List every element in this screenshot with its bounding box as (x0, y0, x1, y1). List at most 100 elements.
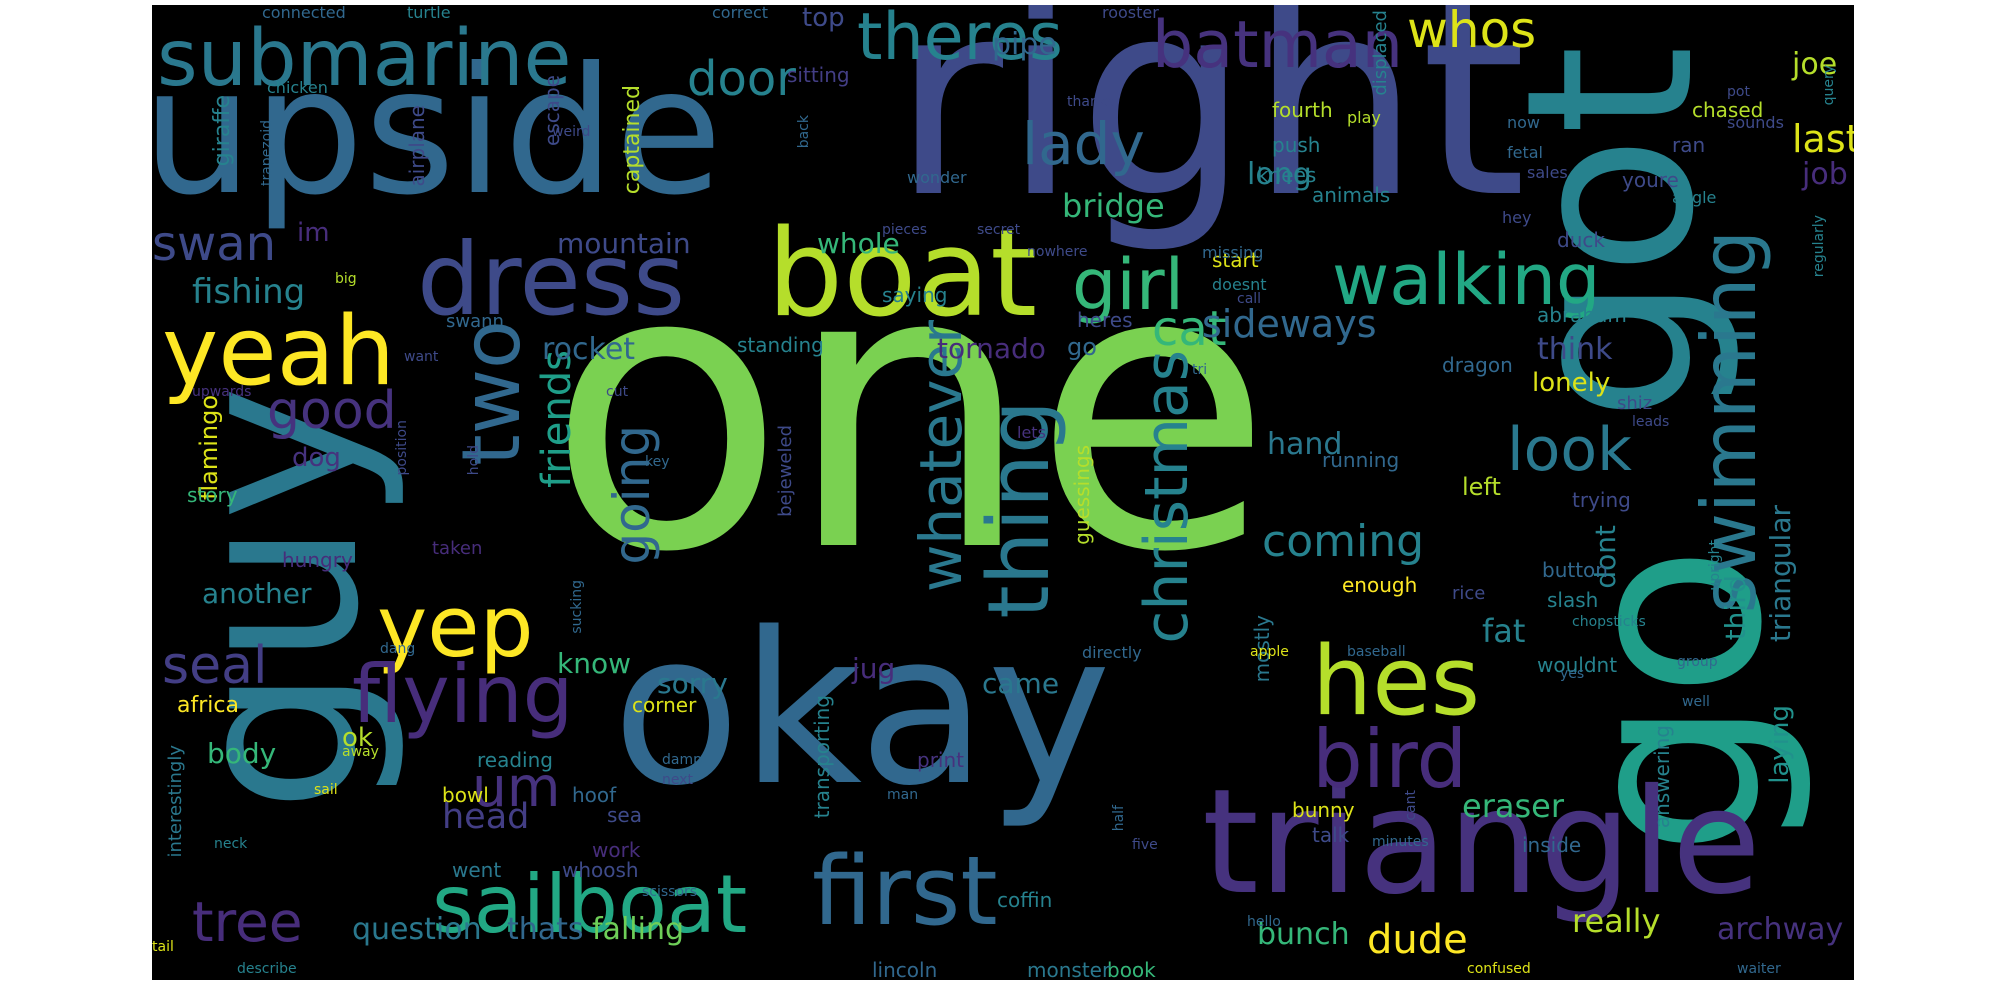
word-pot: pot (1727, 84, 1750, 100)
word-door: door (687, 51, 796, 107)
word-book: book (1107, 958, 1156, 980)
word-play: play (1347, 108, 1381, 127)
word-connected: connected (262, 5, 346, 22)
word-position: position (394, 420, 410, 476)
word-job: job (1802, 157, 1848, 192)
word-go: go (1067, 333, 1097, 361)
word-slash: slash (1547, 588, 1599, 612)
word-girl: girl (1072, 244, 1185, 326)
word-now: now (1507, 113, 1541, 132)
word-next: next (662, 772, 694, 788)
word-theres: theres (857, 5, 1063, 75)
word-sail: sail (314, 782, 338, 798)
word-left: left (1462, 473, 1501, 501)
word-confused: confused (1467, 961, 1531, 977)
word-whos: whos (1407, 5, 1537, 59)
word-body: body (207, 737, 277, 770)
word-big: big (335, 271, 357, 287)
word-work: work (592, 838, 641, 862)
word-upwards: upwards (192, 384, 252, 400)
word-five: five (1132, 837, 1158, 853)
word-nowhere: nowhere (1027, 244, 1088, 260)
word-story: story (187, 483, 238, 507)
word-rice: rice (1452, 583, 1486, 604)
word-bejeweled: bejeweled (775, 425, 796, 517)
word-leads: leads (1632, 414, 1670, 430)
word-joe: joe (1792, 47, 1838, 82)
word-sea: sea (607, 803, 642, 827)
word-swan: swan (152, 216, 277, 272)
word-think: think (1537, 332, 1613, 367)
word-animals: animals (1312, 183, 1391, 207)
word-dude: dude (1367, 917, 1468, 963)
word-look: look (1507, 415, 1632, 485)
word-laying: laying (1765, 705, 1795, 784)
word-describe: describe (237, 961, 297, 977)
word-thanks: thanks (1067, 94, 1115, 110)
word-button: button (1542, 558, 1608, 582)
word-batman: batman (1152, 8, 1403, 83)
word-sideways: sideways (1202, 302, 1377, 346)
word-minutes: minutes (1372, 834, 1429, 850)
word-flying: flying (352, 648, 574, 741)
word-bridge: bridge (1062, 187, 1165, 225)
word-interestingly: interestingly (165, 745, 186, 858)
word-apple: apple (1250, 644, 1289, 660)
word-angle: angle (1672, 188, 1717, 207)
word-tri: tri (1192, 362, 1208, 378)
word-back: back (796, 115, 812, 149)
word-away: away (342, 744, 379, 760)
word-coming: coming (1262, 516, 1425, 567)
word-want: want (404, 349, 439, 365)
word-push: push (1272, 133, 1321, 157)
word-pieces: pieces (882, 222, 927, 238)
word-hoof: hoof (572, 783, 617, 807)
word-whole: whole (817, 227, 900, 260)
word-bunny: bunny (1292, 798, 1355, 822)
word-yep: yep (377, 578, 534, 677)
word-missing: missing (1202, 243, 1264, 262)
word-lady: lady (1022, 110, 1145, 178)
word-doesnt: doesnt (1212, 275, 1267, 294)
word-man: man (887, 787, 919, 803)
word-neck: neck (214, 836, 248, 852)
word-thats: thats (507, 912, 584, 947)
word-last: last (1792, 117, 1854, 161)
word-cut: cut (606, 384, 629, 400)
word-dog: dog (292, 443, 341, 473)
word-shiz: shiz (1617, 393, 1653, 414)
word-directly: directly (1082, 643, 1142, 662)
word-ok: ok (342, 723, 373, 753)
word-wonder: wonder (907, 168, 967, 187)
word-enough: enough (1342, 573, 1418, 597)
word-really: really (1572, 902, 1661, 940)
word-saying: saying (882, 283, 948, 307)
word-kiwi: kiwi (397, 94, 425, 110)
word-fetal: fetal (1507, 143, 1543, 162)
word-friends: friends (534, 350, 580, 488)
word-call: call (1237, 291, 1262, 307)
word-rooster: rooster (1102, 5, 1159, 22)
word-answering: answering (1650, 725, 1674, 829)
word-cat: cat (1152, 301, 1227, 357)
word-turtle: turtle (407, 5, 451, 22)
word-whoosh: whoosh (562, 858, 639, 882)
word-hold: hold (466, 445, 482, 476)
word-went: went (452, 858, 502, 882)
word-sorry: sorry (657, 667, 728, 700)
word-pipe: pipe (992, 27, 1057, 62)
word-seal: seal (162, 636, 268, 696)
word-first: first (812, 837, 998, 947)
word-guessings: guessings (1070, 445, 1094, 545)
word-giraffe: giraffe (210, 95, 235, 167)
word-upright: upright (1707, 540, 1723, 591)
word-falling: falling (592, 912, 685, 947)
word-dragon: dragon (1442, 353, 1513, 377)
word-sounds: sounds (1727, 113, 1784, 132)
word-corner: corner (632, 693, 697, 717)
word-start: start (1212, 248, 1259, 272)
word-bunch: bunch (1257, 917, 1350, 952)
word-lonely: lonely (1532, 368, 1611, 398)
word-youre: youre (1622, 168, 1679, 192)
word-group: group (1677, 654, 1718, 670)
